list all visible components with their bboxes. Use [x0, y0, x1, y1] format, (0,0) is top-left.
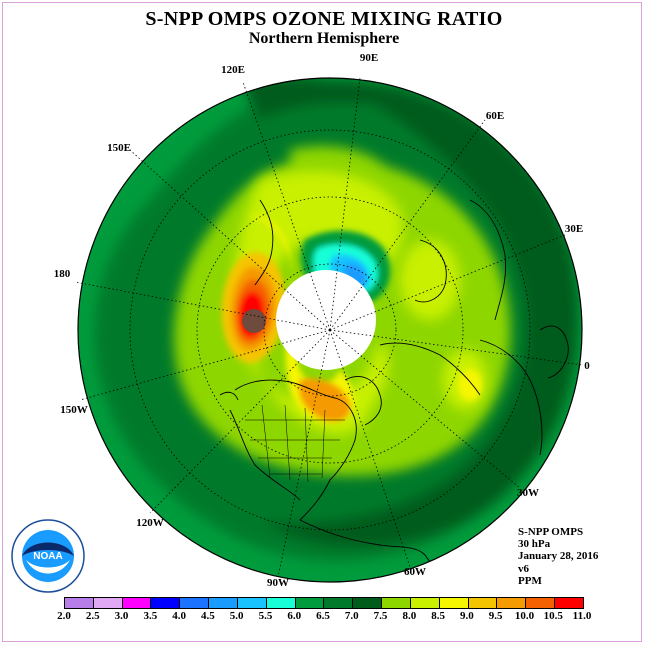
- color-scale-tick-label: 6.5: [316, 610, 330, 622]
- color-scale-tick-label: 3.5: [143, 610, 158, 622]
- color-scale-swatch: [468, 598, 498, 608]
- color-scale-tick-label: 4.0: [172, 610, 186, 622]
- lon-label-120w: 120W: [136, 517, 164, 529]
- map-title: S-NPP OMPS OZONE MIXING RATIO: [145, 8, 503, 30]
- color-scale-tick-label: 8.5: [431, 610, 445, 622]
- map-boundary: [77, 77, 583, 583]
- color-scale-swatch: [237, 598, 267, 608]
- color-scale-swatch: [295, 598, 325, 608]
- figure-frame: [2, 2, 642, 642]
- color-scale-swatch: [439, 598, 469, 608]
- color-scale-tick-label: 6.0: [287, 610, 302, 622]
- product-info: S-NPP OMPS 30 hPa January 28, 2016 v6 PP…: [518, 526, 598, 587]
- coastlines: [219, 199, 569, 582]
- lon-label-0: 0: [584, 360, 590, 372]
- lon-label-150e: 150E: [107, 142, 131, 154]
- color-scale-tick-label: 4.5: [201, 610, 215, 622]
- color-scale-swatch: [180, 598, 210, 608]
- color-scale-swatch: [497, 598, 527, 608]
- state-borders: [245, 404, 345, 483]
- color-scale-swatch: [151, 598, 181, 608]
- color-scale-tick-label: 2.5: [85, 610, 100, 622]
- color-scale-swatch: [555, 598, 583, 608]
- color-scale-tick-label: 11.0: [572, 610, 592, 622]
- color-scale-tick-label: 9.0: [460, 610, 474, 622]
- svg-text:NOAA: NOAA: [33, 551, 62, 562]
- color-scale-swatch: [324, 598, 354, 608]
- lon-label-90e: 90E: [359, 52, 379, 64]
- map-subtitle: Northern Hemisphere: [248, 30, 400, 47]
- info-date: January 28, 2016: [518, 550, 599, 563]
- color-scale-swatch: [122, 598, 152, 608]
- color-scale-ticks: 2.0 2.5 3.0 3.5 4.0 4.5 5.0 5.5 6.0 6.5 7.0 7.5 8.0 8…: [57, 610, 591, 624]
- info-instrument: S-NPP OMPS: [518, 526, 584, 538]
- graticule: [74, 77, 583, 578]
- lon-label-30e: 30E: [564, 223, 584, 235]
- color-scale-tick-label: 7.0: [344, 610, 359, 622]
- lon-label-30w: 30W: [517, 487, 539, 499]
- color-scale-tick-label: 10.5: [543, 610, 563, 622]
- color-scale-tick-label: 10.0: [514, 610, 535, 622]
- color-scale-swatch: [93, 598, 123, 608]
- lon-label-90w: 90W: [267, 577, 289, 589]
- info-version: v6: [518, 562, 529, 575]
- lon-label-150w: 150W: [60, 404, 88, 416]
- color-scale-swatch: [382, 598, 411, 608]
- color-scale-swatch: [526, 598, 556, 608]
- color-scale-tick-label: 5.0: [229, 610, 244, 622]
- ozone-field: [78, 78, 582, 582]
- color-scale-tick-label: 5.5: [258, 610, 273, 622]
- color-scale-tick-label: 2.0: [57, 610, 71, 622]
- color-scale-swatch: [65, 598, 94, 608]
- lon-label-60e: 60E: [485, 110, 505, 122]
- noaa-logo: NOAA: [11, 519, 85, 593]
- color-scale-swatch: [410, 598, 440, 608]
- color-scale-bar: [64, 597, 584, 609]
- color-scale-tick-label: 9.5: [488, 610, 503, 622]
- lon-label-180: 180: [53, 268, 71, 280]
- lon-label-60w: 60W: [404, 566, 426, 578]
- info-units: PPM: [518, 574, 542, 587]
- color-scale-tick-label: 3.0: [114, 610, 129, 622]
- color-scale-tick-label: 7.5: [373, 610, 388, 622]
- color-scale-swatch: [266, 598, 296, 608]
- lon-label-120e: 120E: [221, 64, 245, 76]
- color-scale-tick-label: 8.0: [402, 610, 417, 622]
- info-level: 30 hPa: [518, 538, 551, 551]
- color-scale-swatch: [353, 598, 383, 608]
- color-scale-swatch: [209, 598, 238, 608]
